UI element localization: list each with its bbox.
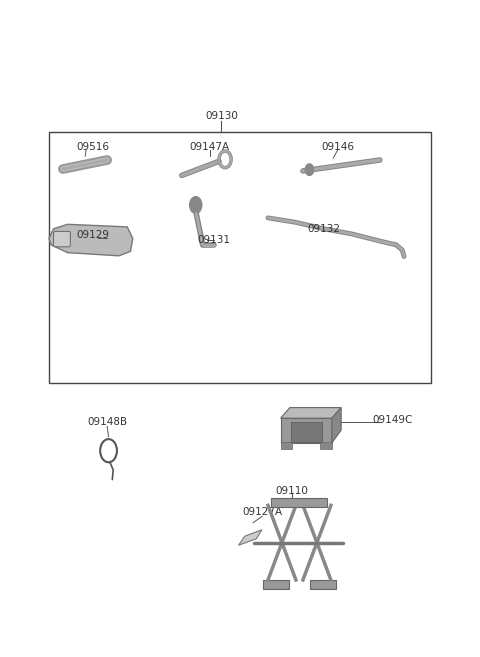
Polygon shape bbox=[49, 224, 133, 256]
Bar bbox=[271, 498, 327, 507]
Bar bbox=[264, 580, 289, 589]
Circle shape bbox=[190, 196, 202, 214]
Bar bbox=[280, 442, 292, 449]
Polygon shape bbox=[332, 407, 341, 443]
Text: 09130: 09130 bbox=[205, 111, 238, 122]
FancyBboxPatch shape bbox=[54, 231, 71, 247]
Text: 09132: 09132 bbox=[307, 224, 340, 234]
Text: 09131: 09131 bbox=[198, 235, 231, 245]
Circle shape bbox=[305, 164, 313, 175]
Text: 09129: 09129 bbox=[77, 230, 109, 240]
Text: 09516: 09516 bbox=[77, 142, 109, 152]
Polygon shape bbox=[239, 530, 262, 545]
Text: 09148B: 09148B bbox=[87, 417, 127, 427]
Bar bbox=[49, 132, 431, 383]
Text: 09127A: 09127A bbox=[242, 507, 282, 517]
Text: 09110: 09110 bbox=[276, 486, 309, 495]
Polygon shape bbox=[280, 407, 341, 419]
Text: 09146: 09146 bbox=[322, 142, 354, 152]
Bar bbox=[291, 422, 322, 442]
Bar bbox=[320, 442, 332, 449]
Polygon shape bbox=[280, 419, 332, 443]
Text: 09147A: 09147A bbox=[190, 142, 230, 152]
Bar bbox=[310, 580, 336, 589]
Text: 09149C: 09149C bbox=[372, 415, 412, 425]
